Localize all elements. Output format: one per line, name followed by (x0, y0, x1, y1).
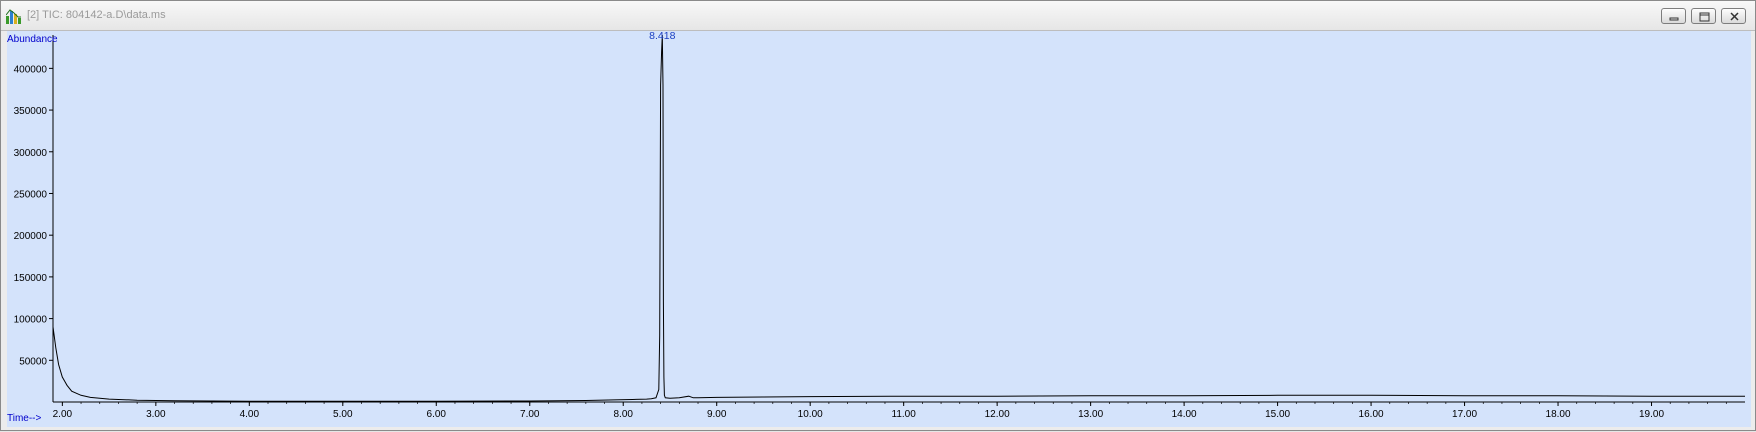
chart-ticks: 50000 100000 150000 200000 250000 300000 35000… (14, 64, 1727, 420)
x-tick-label: 6.00 (427, 409, 447, 420)
tic-trace-line (52, 34, 1745, 402)
x-tick-label: 3.00 (146, 409, 166, 420)
y-tick-label: 400000 (14, 64, 48, 75)
x-tick-label: 17.00 (1452, 409, 1477, 420)
x-tick-label: 4.00 (240, 409, 260, 420)
y-tick-label: 50000 (19, 356, 47, 367)
x-tick-label: 5.00 (333, 409, 353, 420)
window-title: [2] TIC: 804142-a.D\data.ms (27, 9, 166, 21)
minimize-icon (1669, 17, 1679, 21)
y-tick-label: 100000 (14, 315, 48, 326)
y-tick-label: 300000 (14, 148, 48, 159)
chart-axes (52, 35, 1745, 403)
restore-icon (1699, 12, 1710, 22)
y-axis-label: Abundance (7, 34, 58, 45)
close-button[interactable] (1721, 8, 1746, 24)
restore-button[interactable] (1691, 8, 1716, 24)
x-tick-label: 10.00 (798, 409, 823, 420)
chromatogram-chart[interactable]: 50000 100000 150000 200000 250000 300000 35000… (7, 30, 1751, 427)
y-tick-label: 250000 (14, 189, 48, 200)
x-tick-label: 13.00 (1078, 409, 1103, 420)
x-tick-label: 15.00 (1265, 409, 1290, 420)
minimize-button[interactable] (1661, 8, 1686, 24)
chart-annotations: 8.418 (649, 30, 675, 42)
chart-svg[interactable]: 50000 100000 150000 200000 250000 300000 35000… (7, 30, 1751, 427)
x-tick-label: 11.00 (892, 409, 917, 420)
x-tick-label: 16.00 (1359, 409, 1384, 420)
x-tick-label: 19.00 (1639, 409, 1664, 420)
x-tick-label: 12.00 (985, 409, 1010, 420)
close-icon (1730, 12, 1739, 21)
title-bar[interactable]: [2] TIC: 804142-a.D\data.ms (1, 1, 1755, 31)
peak-label: 8.418 (649, 31, 675, 42)
x-tick-label: 9.00 (707, 409, 727, 420)
plot-background (7, 31, 1751, 427)
y-tick-label: 350000 (14, 106, 48, 117)
x-tick-label: 8.00 (613, 409, 633, 420)
x-tick-label: 7.00 (520, 409, 540, 420)
y-tick-label: 200000 (14, 231, 48, 242)
chromatogram-app-icon (6, 9, 21, 24)
x-tick-label: 2.00 (53, 409, 73, 420)
x-tick-label: 14.00 (1172, 409, 1197, 420)
x-tick-label: 18.00 (1546, 409, 1571, 420)
x-axis-label: Time--> (7, 413, 42, 424)
y-tick-label: 150000 (14, 273, 48, 284)
